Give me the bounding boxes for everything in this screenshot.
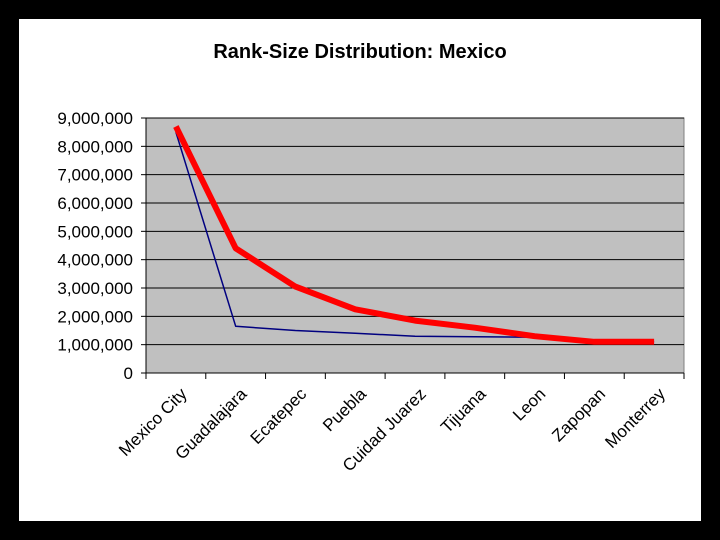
y-tick-label: 2,000,000 — [57, 307, 133, 326]
y-tick-label: 1,000,000 — [57, 336, 133, 355]
y-tick-labels: 0 1,000,000 2,000,000 3,000,000 4,000,000 5,0… — [57, 109, 133, 383]
chart-title: Rank-Size Distribution: Mexico — [213, 41, 506, 63]
axes — [141, 117, 685, 379]
y-tick-label: 5,000,000 — [57, 222, 133, 241]
series-line-red — [173, 125, 655, 345]
x-tick-label: Tijuana — [437, 384, 490, 437]
rank-size-chart: Rank-Size Distribution: Mexico 0 1,000,00… — [57, 41, 685, 475]
y-tick-label: 8,000,000 — [57, 137, 133, 156]
x-tick-label: Ecatepec — [247, 384, 311, 448]
x-tick-label: Monterrey — [601, 384, 669, 452]
chart-slide: Rank-Size Distribution: Mexico 0 1,000,00… — [19, 19, 701, 521]
gridlines — [146, 117, 684, 346]
x-tick-label: Puebla — [319, 384, 370, 435]
y-tick-label: 7,000,000 — [57, 166, 133, 185]
y-tick-label: 0 — [124, 364, 133, 383]
y-tick-label: 4,000,000 — [57, 251, 133, 270]
plot-area — [145, 117, 685, 374]
x-tick-label: Zapopan — [548, 384, 609, 445]
x-tick-label: Leon — [509, 384, 549, 424]
y-tick-label: 9,000,000 — [57, 109, 133, 128]
y-tick-label: 6,000,000 — [57, 194, 133, 213]
y-tick-label: 3,000,000 — [57, 279, 133, 298]
series-lines — [173, 125, 655, 345]
